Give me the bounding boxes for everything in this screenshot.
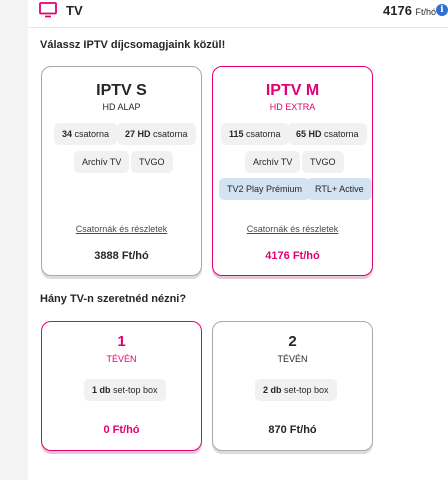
chip-label: csatorna [153,129,188,139]
chip-label: csatorna [246,129,281,139]
chip-value: 34 [62,129,73,139]
hd-channel-count-chip: 27 HD csatorna [117,123,196,145]
page-background-rail [0,0,28,480]
channels-details-link[interactable]: Csatornák és részletek [75,224,168,234]
channels-details-link[interactable]: Csatornák és részletek [246,224,339,234]
info-icon[interactable]: i [436,4,448,16]
chip-value: 115 [229,129,244,139]
package-price: 3888 Ft/hó [94,250,149,262]
feature-chip: TVGO [131,151,173,173]
package-card-iptv-m[interactable]: IPTV M HD EXTRA 115 csatorna 65 HD csato… [212,66,373,276]
section-title: TV [66,3,83,18]
hd-channel-count-chip: 65 HD csatorna [288,123,367,145]
tv-config-panel: Válassz IPTV díjcsomagjaink közül! IPTV … [28,28,448,480]
tv-count-price: 0 Ft/hó [103,424,140,436]
section-header[interactable]: TV 4176 Ft/hó i [28,0,448,28]
package-name: IPTV S [96,82,147,99]
chip-value: 65 HD [296,129,322,139]
set-top-box-chip: 1 db set-top box [84,379,166,401]
chip-value: 2 db [263,385,282,395]
chip-label: csatorna [74,129,110,139]
premium-feature-chip: RTL+ Active [307,178,372,200]
header-total-price: 4176 Ft/hó [383,3,436,18]
header-price-unit: Ft/hó [415,7,437,17]
package-tier: HD ALAP [102,102,141,112]
chip-value: 1 db [92,385,111,395]
tv-count-unit: TÉVÉN [277,354,308,364]
tv-count-price: 870 Ft/hó [268,424,317,436]
chip-value: 27 HD [125,129,151,139]
iptv-question: Válassz IPTV díjcsomagjaink közül! [40,39,226,51]
feature-chip: Archív TV [74,151,130,173]
tv-count-question: Hány TV-n szeretnéd nézni? [40,293,187,305]
premium-feature-chip: TV2 Play Prémium [219,178,311,200]
chip-label: set-top box [113,385,158,395]
tv-count-card-1[interactable]: 1 TÉVÉN 1 db set-top box 0 Ft/hó [41,321,202,451]
tv-count-unit: TÉVÉN [106,354,137,364]
tv-count-card-2[interactable]: 2 TÉVÉN 2 db set-top box 870 Ft/hó [212,321,373,451]
header-price-value: 4176 [383,3,412,18]
chip-label: set-top box [284,385,329,395]
feature-chip: TVGO [302,151,344,173]
channel-count-chip: 34 csatorna [54,123,118,145]
set-top-box-chip: 2 db set-top box [255,379,337,401]
package-name: IPTV M [265,82,320,99]
chip-label: csatorna [324,129,359,139]
feature-chip: Archív TV [245,151,301,173]
tv-count: 1 [117,333,126,350]
channel-count-chip: 115 csatorna [221,123,289,145]
package-tier: HD EXTRA [269,102,316,112]
tv-count: 2 [288,333,297,350]
package-card-iptv-s[interactable]: IPTV S HD ALAP 34 csatorna 27 HD csatorn… [41,66,202,276]
package-price: 4176 Ft/hó [265,250,320,262]
tv-icon [39,2,57,18]
